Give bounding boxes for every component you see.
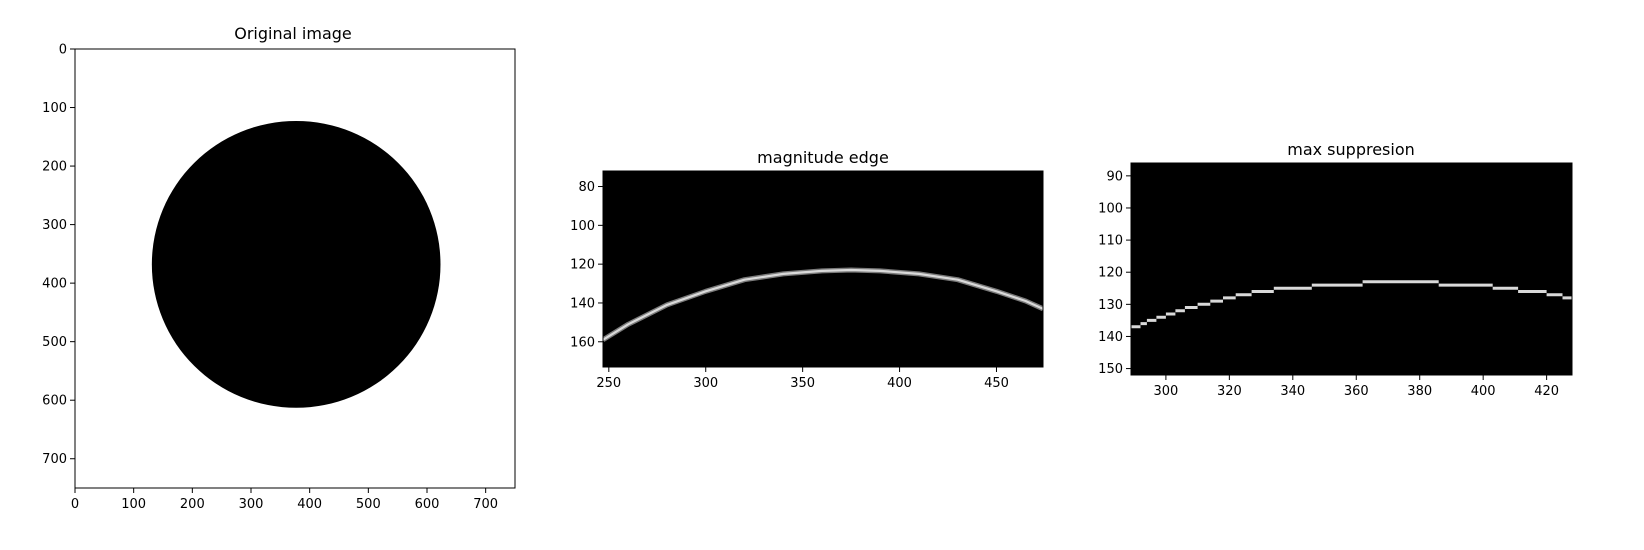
original-image-xtick-label: 100: [121, 497, 146, 512]
max-suppresion-plot-area: [1131, 163, 1572, 375]
magnitude-edge-frame: [602, 170, 1044, 368]
max-suppresion-edge-line: [1131, 280, 1572, 329]
original-image-ytick-label: 200: [42, 160, 67, 175]
original-image-circle: [151, 120, 441, 408]
original-image-xtick-label: 500: [356, 497, 381, 512]
magnitude-edge-ytick-label: 80: [578, 180, 595, 195]
max-suppresion-ytick-label: 100: [1098, 201, 1123, 216]
max-suppresion-xtick-label: 420: [1534, 384, 1559, 399]
magnitude-edge-edge-line: [603, 268, 1043, 341]
max-suppresion-panel: max suppresion 300 320 340 360 380 400 420 90 10…: [1098, 140, 1573, 399]
magnitude-edge-ytick-label: 120: [570, 258, 595, 273]
max-suppresion-ytick-label: 90: [1106, 169, 1123, 184]
original-image-ytick-label: 0: [59, 43, 67, 58]
magnitude-edge-xtick-label: 450: [984, 376, 1009, 391]
magnitude-edge-xtick-label: 350: [790, 376, 815, 391]
original-image-xtick-label: 0: [71, 497, 79, 512]
magnitude-edge-panel: magnitude edge 250 300 350 400 450 80 100 120 14…: [570, 148, 1044, 391]
original-image-xtick-label: 700: [473, 497, 498, 512]
original-image-xtick-label: 400: [297, 497, 322, 512]
original-image-ytick-label: 300: [42, 218, 67, 233]
original-image-frame: [74, 48, 516, 489]
magnitude-edge-ytick-label: 100: [570, 219, 595, 234]
original-image-xtick-label: 600: [415, 497, 440, 512]
max-suppresion-xtick-label: 340: [1280, 384, 1305, 399]
max-suppresion-ytick-label: 110: [1098, 234, 1123, 249]
original-image-xtick-label: 200: [180, 497, 205, 512]
max-suppresion-ytick-label: 140: [1098, 330, 1123, 345]
max-suppresion-xtick-label: 360: [1344, 384, 1369, 399]
max-suppresion-ytick-label: 150: [1098, 362, 1123, 377]
max-suppresion-xtick-label: 380: [1407, 384, 1432, 399]
original-image-ytick-label: 100: [42, 101, 67, 116]
magnitude-edge-xtick-label: 400: [887, 376, 912, 391]
max-suppresion-title: max suppresion: [1287, 140, 1415, 159]
max-suppresion-frame: [1130, 162, 1573, 376]
original-image-panel: Original image 0 100 200 300 400 500 600 700 0 10…: [42, 24, 516, 512]
magnitude-edge-ytick-label: 160: [570, 335, 595, 350]
max-suppresion-ytick-label: 120: [1098, 266, 1123, 281]
original-image-ytick-label: 700: [42, 452, 67, 467]
original-image-xtick-label: 300: [239, 497, 264, 512]
max-suppresion-xtick-label: 300: [1153, 384, 1178, 399]
original-image-ytick-label: 500: [42, 335, 67, 350]
max-suppresion-xtick-label: 320: [1217, 384, 1242, 399]
magnitude-edge-ytick-label: 140: [570, 296, 595, 311]
original-image-title: Original image: [234, 24, 352, 43]
original-image-ytick-label: 400: [42, 277, 67, 292]
original-image-ytick-label: 600: [42, 394, 67, 409]
max-suppresion-ytick-label: 130: [1098, 298, 1123, 313]
max-suppresion-xtick-label: 400: [1471, 384, 1496, 399]
magnitude-edge-title: magnitude edge: [757, 148, 889, 167]
magnitude-edge-xtick-label: 300: [693, 376, 718, 391]
magnitude-edge-xtick-label: 250: [596, 376, 621, 391]
